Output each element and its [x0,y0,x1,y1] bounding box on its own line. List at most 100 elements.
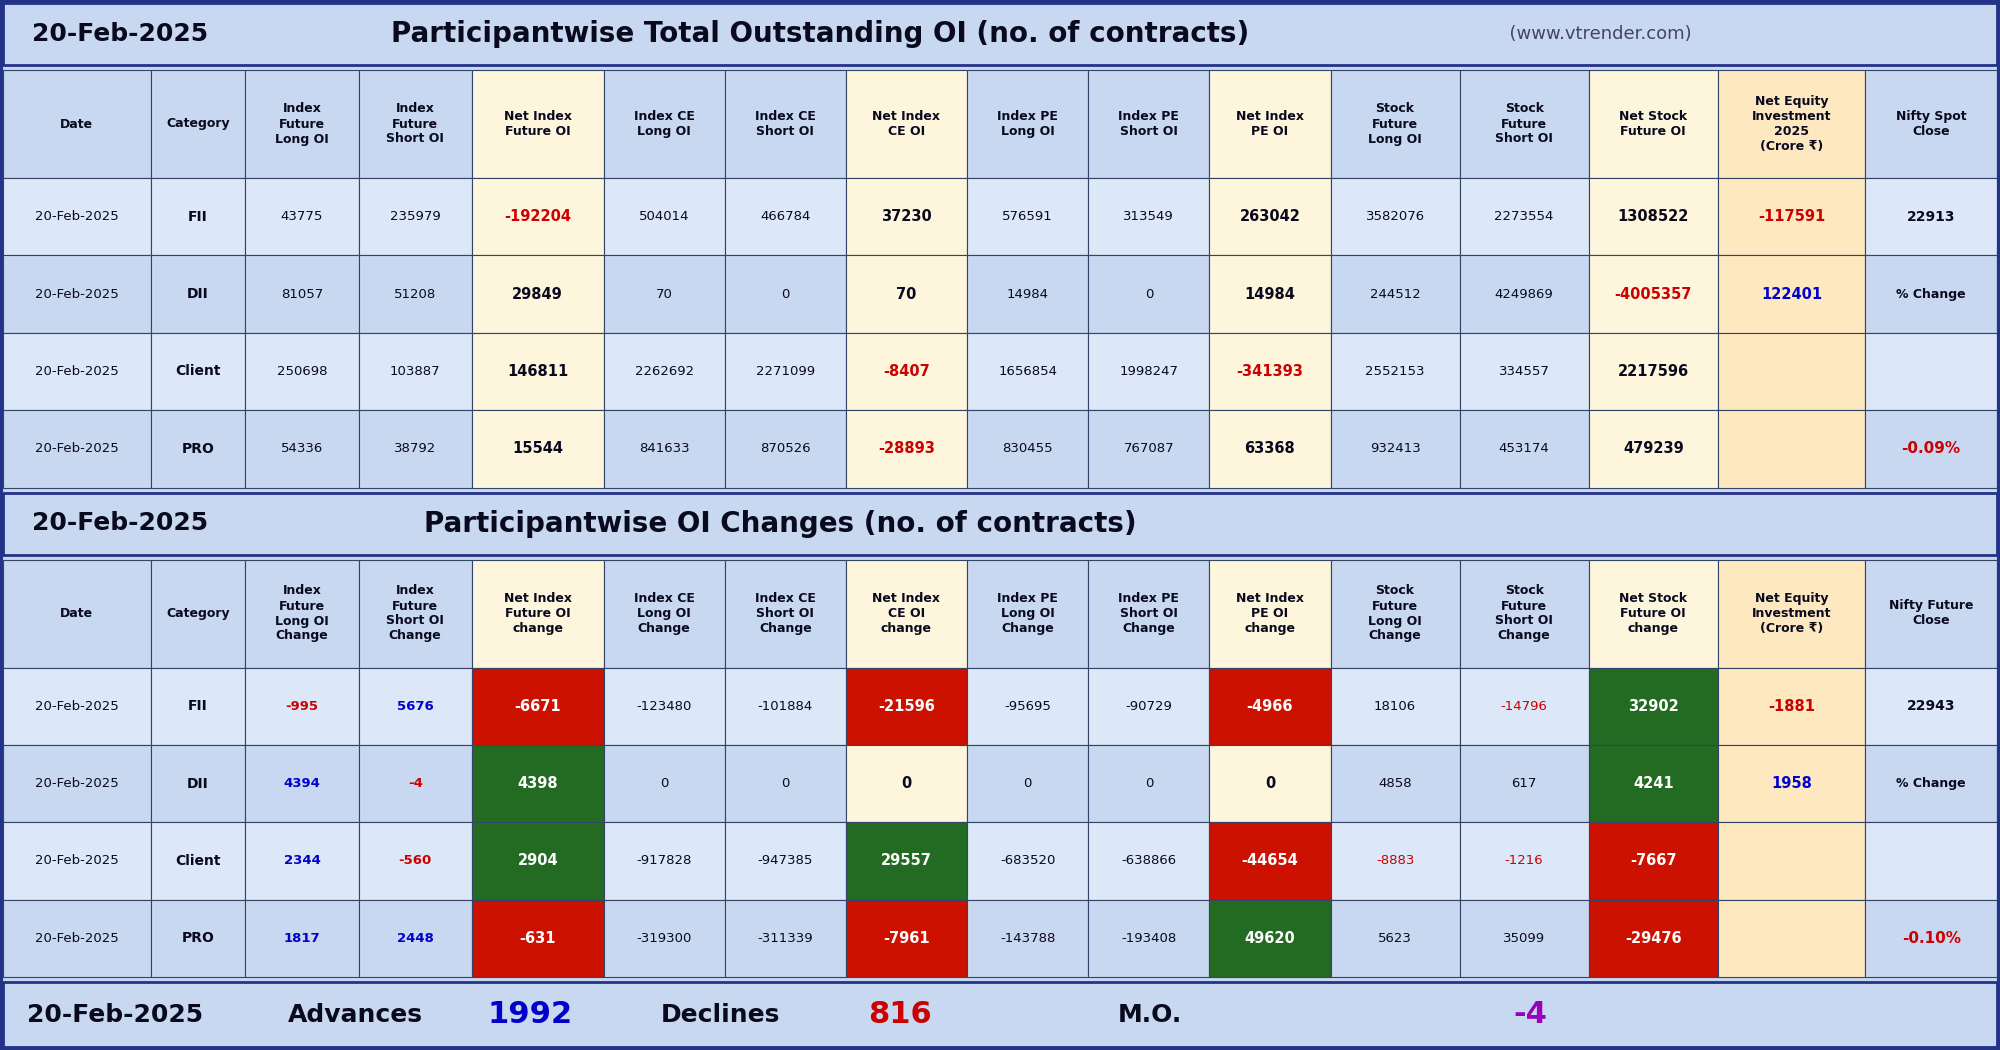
Bar [1330,668,1460,744]
Bar [968,178,1088,255]
Text: -6671: -6671 [514,698,562,714]
Text: 3582076: 3582076 [1366,210,1424,224]
Text: -8883: -8883 [1376,855,1414,867]
Bar [1330,70,1460,178]
Bar [1866,411,1996,487]
Text: 1656854: 1656854 [998,365,1058,378]
Bar [1088,900,1210,977]
Bar [4,411,150,487]
Text: PRO: PRO [182,442,214,456]
Text: -638866: -638866 [1122,855,1176,867]
Bar [246,178,358,255]
Text: 1308522: 1308522 [1618,209,1688,225]
Bar [724,560,846,668]
Bar [604,178,724,255]
Bar [1588,744,1718,822]
Bar [1866,178,1996,255]
Text: % Change: % Change [1896,777,1966,790]
Bar [846,744,968,822]
Bar [1866,744,1996,822]
Text: Net Index
Future OI: Net Index Future OI [504,110,572,138]
Text: -29476: -29476 [1624,930,1682,946]
Bar [968,822,1088,900]
Text: 14984: 14984 [1244,287,1296,301]
Text: Index CE
Short OI
Change: Index CE Short OI Change [754,592,816,635]
Bar [1460,560,1588,668]
Bar [358,668,472,744]
Bar [1210,744,1330,822]
Bar [358,560,472,668]
Bar [150,255,246,333]
Bar [150,178,246,255]
Text: 841633: 841633 [638,442,690,456]
Bar [724,255,846,333]
Text: -4005357: -4005357 [1614,287,1692,301]
Bar [4,900,150,977]
Text: (www.vtrender.com): (www.vtrender.com) [1498,25,1692,43]
Bar [846,178,968,255]
Text: -4: -4 [1514,1000,1546,1029]
Bar [4,70,150,178]
Text: 816: 816 [868,1000,932,1029]
Bar [1088,411,1210,487]
Text: 20-Feb-2025: 20-Feb-2025 [34,442,118,456]
Text: Index
Future
Short OI: Index Future Short OI [386,103,444,146]
Bar [1330,411,1460,487]
Bar [604,411,724,487]
Text: 576591: 576591 [1002,210,1054,224]
Bar [1460,822,1588,900]
Text: Index CE
Long OI
Change: Index CE Long OI Change [634,592,694,635]
Text: -117591: -117591 [1758,209,1826,225]
Text: PRO: PRO [182,931,214,945]
Text: 15544: 15544 [512,441,564,457]
Bar [846,560,968,668]
Bar [1866,70,1996,178]
Bar [358,744,472,822]
Text: -917828: -917828 [636,855,692,867]
Text: 0: 0 [782,777,790,790]
Bar [1866,560,1996,668]
Bar [846,411,968,487]
Text: Stock
Future
Short OI: Stock Future Short OI [1496,103,1554,146]
Bar [1460,178,1588,255]
Text: -101884: -101884 [758,699,812,713]
Text: -683520: -683520 [1000,855,1056,867]
Text: Index PE
Long OI: Index PE Long OI [998,110,1058,138]
Text: 20-Feb-2025: 20-Feb-2025 [34,777,118,790]
Text: 4398: 4398 [518,776,558,791]
Text: 70: 70 [896,287,916,301]
Text: -7667: -7667 [1630,854,1676,868]
Bar [4,3,1996,65]
Bar [4,333,150,411]
Bar [1588,560,1718,668]
Bar [472,668,604,744]
Bar [968,668,1088,744]
Bar [1210,411,1330,487]
Bar [246,900,358,977]
Bar [724,900,846,977]
Text: -0.10%: -0.10% [1902,930,1960,946]
Text: 81057: 81057 [280,288,324,300]
Text: -8407: -8407 [884,364,930,379]
Bar [1718,411,1866,487]
Bar [1330,560,1460,668]
Bar [604,255,724,333]
Text: 453174: 453174 [1498,442,1550,456]
Text: 22943: 22943 [1906,699,1956,713]
Text: Category: Category [166,607,230,620]
Text: 20-Feb-2025: 20-Feb-2025 [26,1003,204,1027]
Text: Index PE
Short OI: Index PE Short OI [1118,110,1180,138]
Bar [1210,70,1330,178]
Bar [1866,255,1996,333]
Text: 38792: 38792 [394,442,436,456]
Text: 870526: 870526 [760,442,810,456]
Text: -631: -631 [520,930,556,946]
Bar [1866,668,1996,744]
Text: Index
Future
Long OI
Change: Index Future Long OI Change [276,585,328,643]
Bar [358,333,472,411]
Bar [1460,255,1588,333]
Bar [1330,255,1460,333]
Bar [1088,744,1210,822]
Text: Net Equity
Investment
(Crore ₹): Net Equity Investment (Crore ₹) [1752,592,1832,635]
Text: 1992: 1992 [488,1000,572,1029]
